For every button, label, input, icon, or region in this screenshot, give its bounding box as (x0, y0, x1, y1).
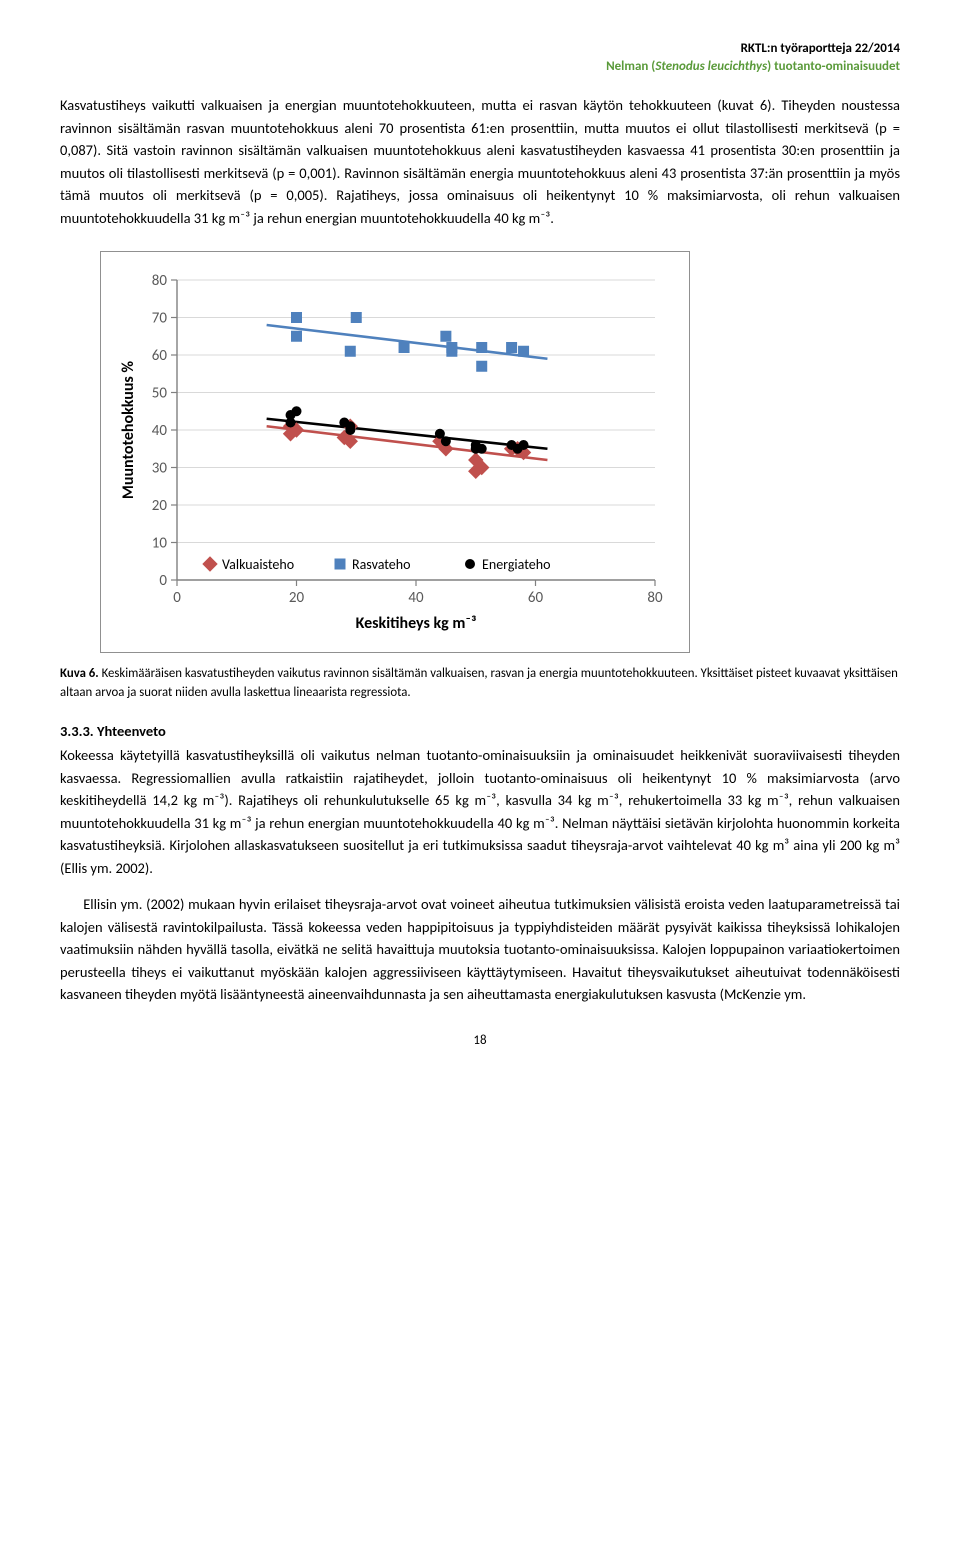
svg-text:Keskitiheys kg m⁻³: Keskitiheys kg m⁻³ (356, 614, 477, 633)
figure-6-container: 0 10 20 30 40 50 60 70 80 0 20 40 60 80 Valkuaisteho Ra… (100, 251, 690, 653)
svg-text:0: 0 (173, 589, 181, 607)
svg-text:50: 50 (152, 385, 168, 403)
page-number: 18 (60, 1033, 900, 1048)
svg-text:40: 40 (152, 422, 168, 440)
svg-text:0: 0 (159, 572, 167, 590)
svg-text:Rasvateho: Rasvateho (352, 556, 411, 573)
svg-text:80: 80 (647, 589, 663, 607)
section-heading-summary: 3.3.3. Yhteenveto (60, 722, 900, 740)
svg-text:Energiateho: Energiateho (482, 556, 550, 573)
svg-text:60: 60 (528, 589, 544, 607)
svg-text:20: 20 (289, 589, 305, 607)
svg-text:30: 30 (152, 460, 168, 478)
svg-text:20: 20 (152, 497, 168, 515)
svg-text:60: 60 (152, 347, 168, 365)
paragraph-summary-1: Kokeessa käytetyillä kasvatustiheyksillä… (60, 744, 900, 879)
header-report: RKTL:n työraportteja 22/2014 (60, 40, 900, 58)
figure-6-caption: Kuva 6. Keskimääräisen kasvatustiheyden … (60, 665, 900, 702)
svg-text:10: 10 (152, 535, 168, 553)
svg-text:Muuntotehokkuus %: Muuntotehokkuus % (119, 361, 138, 500)
header-title: Nelman (Stenodus leucichthys) tuotanto-o… (60, 58, 900, 76)
svg-text:40: 40 (408, 589, 424, 607)
paragraph-intro: Kasvatustiheys vaikutti valkuaisen ja en… (60, 94, 900, 229)
paragraph-summary-2: Ellisin ym. (2002) mukaan hyvin erilaise… (60, 893, 900, 1005)
page-header: RKTL:n työraportteja 22/2014 Nelman (Ste… (60, 40, 900, 76)
scatter-chart: 0 10 20 30 40 50 60 70 80 0 20 40 60 80 Valkuaisteho Ra… (115, 266, 675, 646)
svg-text:70: 70 (152, 310, 168, 328)
svg-text:80: 80 (152, 272, 168, 290)
svg-text:Valkuaisteho: Valkuaisteho (222, 556, 294, 573)
